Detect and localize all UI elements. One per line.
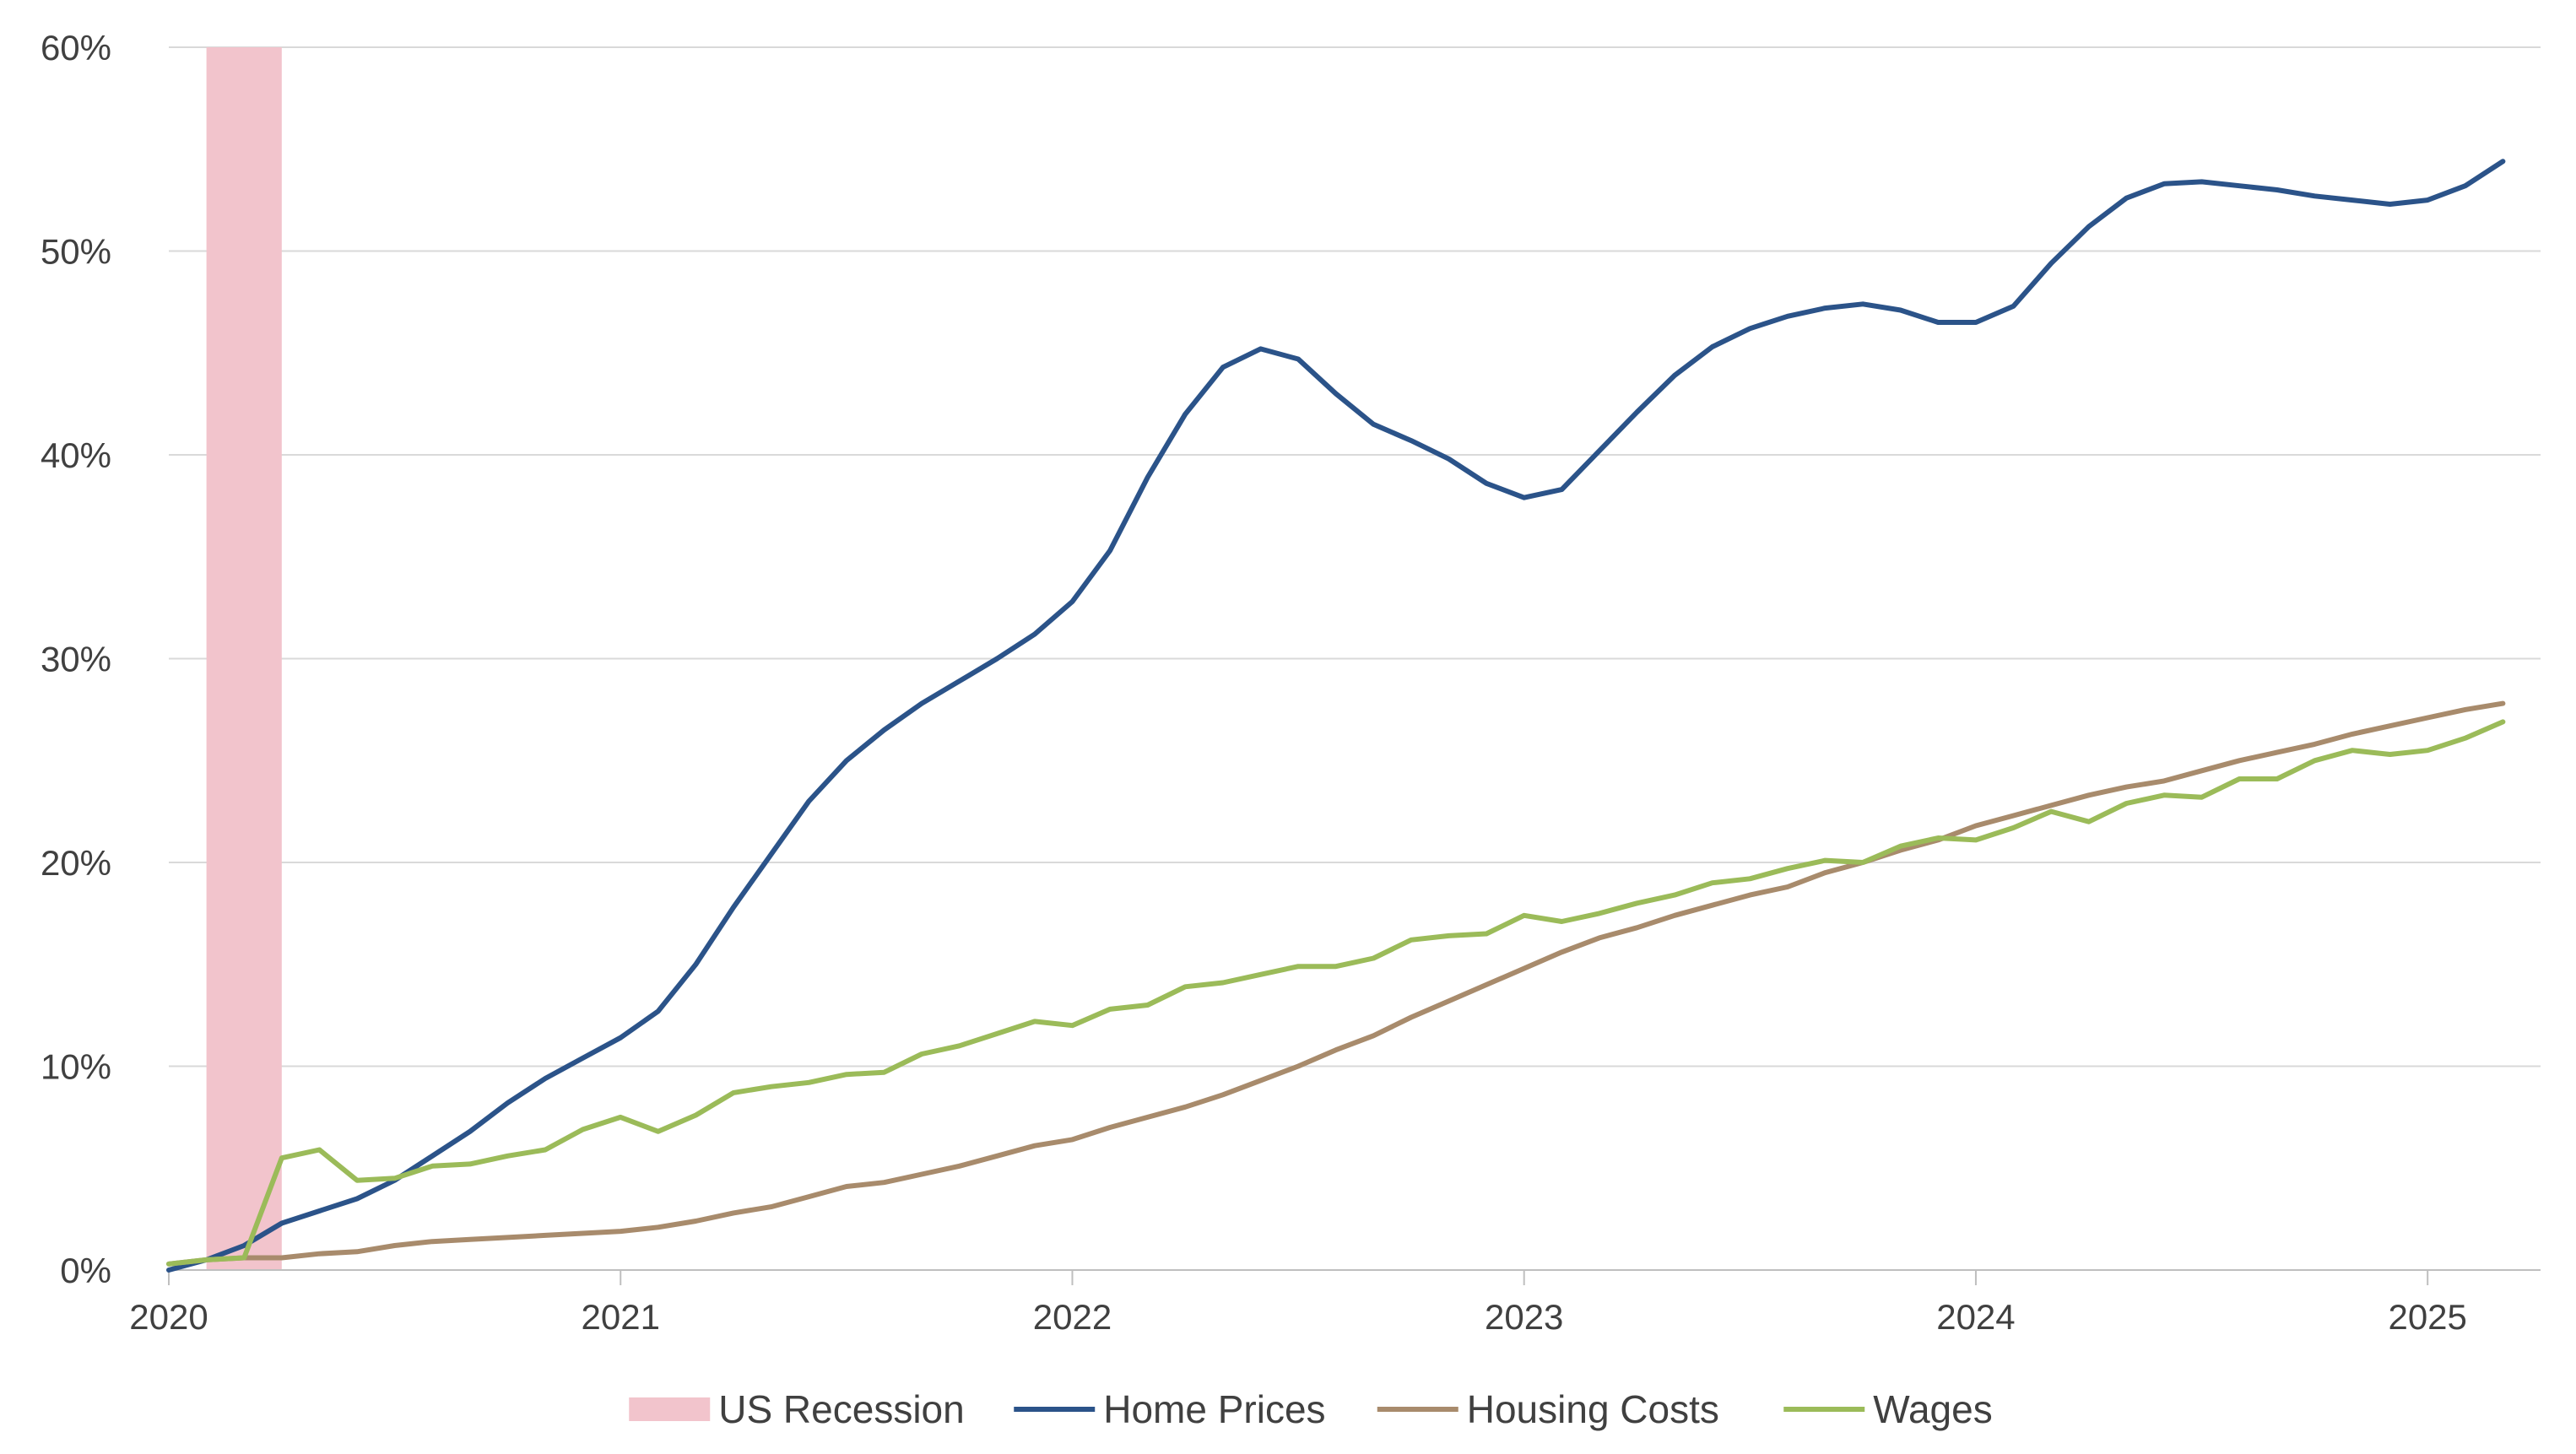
y-tick-label: 0% [60,1251,111,1290]
x-tick-label: 2021 [582,1297,660,1337]
gridlines [169,46,2541,1068]
legend-label: US Recession [718,1387,964,1431]
legend-item-home-prices: Home Prices [1014,1387,1326,1431]
series-line-home-prices [166,159,2506,1273]
series-lines [166,159,2506,1273]
legend-label: Housing Costs [1467,1387,1719,1431]
series-line-wages [166,719,2506,1267]
y-tick-label: 60% [41,28,111,68]
x-tick-label: 2024 [1936,1297,2015,1337]
legend: US Recession Home Prices Housing Costs Wage… [629,1387,1993,1431]
y-axis-ticks: 0% 10% 20% 30% 40% 50% 60% [41,28,111,1290]
y-tick-label: 10% [41,1047,111,1087]
y-tick-label: 50% [41,232,111,272]
y-tick-label: 20% [41,843,111,883]
legend-swatch [629,1397,711,1421]
legend-item-housing-costs: Housing Costs [1377,1387,1719,1431]
y-tick-label: 30% [41,640,111,679]
axes [168,1269,2541,1285]
legend-label: Home Prices [1103,1387,1325,1431]
x-tick-label: 2023 [1485,1297,1563,1337]
x-axis-ticks: 2020 2021 2022 2023 2024 2025 [129,1297,2467,1337]
legend-label: Wages [1873,1387,1992,1431]
y-tick-label: 40% [41,435,111,475]
x-tick-label: 2025 [2388,1297,2466,1337]
x-tick-label: 2020 [129,1297,208,1337]
recession-band [206,47,282,1270]
recession-bands [206,47,282,1270]
legend-item-us-recession: US Recession [629,1387,965,1431]
legend-item-wages: Wages [1783,1387,1993,1431]
x-tick-label: 2022 [1033,1297,1112,1337]
series-line-housing-costs [166,700,2506,1267]
